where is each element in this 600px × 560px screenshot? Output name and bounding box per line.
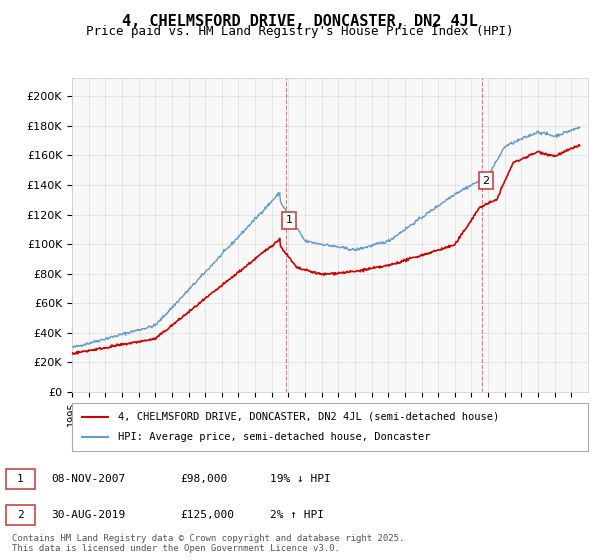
- Text: Contains HM Land Registry data © Crown copyright and database right 2025.
This d: Contains HM Land Registry data © Crown c…: [12, 534, 404, 553]
- Text: £125,000: £125,000: [180, 510, 234, 520]
- Text: 2% ↑ HPI: 2% ↑ HPI: [270, 510, 324, 520]
- Text: 08-NOV-2007: 08-NOV-2007: [51, 474, 125, 484]
- Text: 19% ↓ HPI: 19% ↓ HPI: [270, 474, 331, 484]
- Text: 4, CHELMSFORD DRIVE, DONCASTER, DN2 4JL (semi-detached house): 4, CHELMSFORD DRIVE, DONCASTER, DN2 4JL …: [118, 412, 500, 422]
- Text: £98,000: £98,000: [180, 474, 227, 484]
- Text: 30-AUG-2019: 30-AUG-2019: [51, 510, 125, 520]
- Text: 1: 1: [286, 216, 293, 226]
- Text: 4, CHELMSFORD DRIVE, DONCASTER, DN2 4JL: 4, CHELMSFORD DRIVE, DONCASTER, DN2 4JL: [122, 14, 478, 29]
- Text: 2: 2: [482, 176, 490, 185]
- Text: Price paid vs. HM Land Registry's House Price Index (HPI): Price paid vs. HM Land Registry's House …: [86, 25, 514, 38]
- Text: 1: 1: [17, 474, 24, 484]
- Text: 2: 2: [17, 510, 24, 520]
- Text: HPI: Average price, semi-detached house, Doncaster: HPI: Average price, semi-detached house,…: [118, 432, 431, 442]
